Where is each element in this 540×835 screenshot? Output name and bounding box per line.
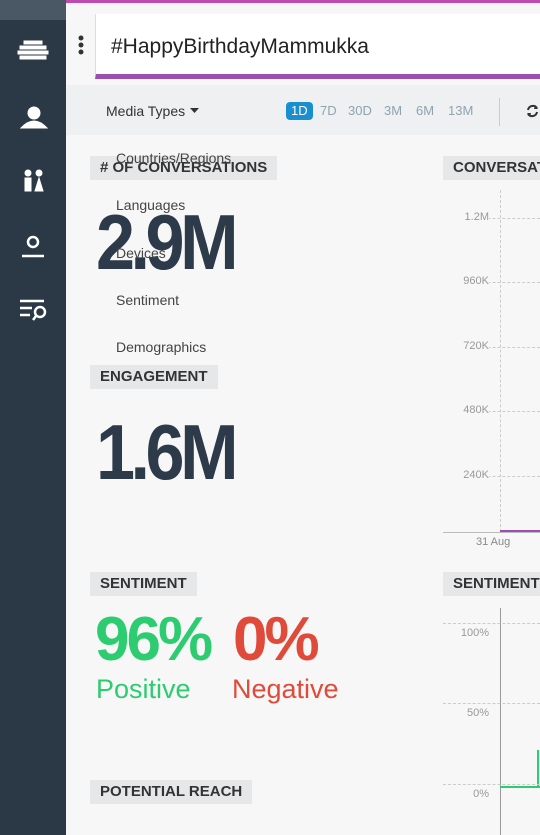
- grid-line: [443, 347, 540, 348]
- grid-line: [443, 282, 540, 283]
- chart-title: SENTIMENT: [443, 572, 540, 596]
- positive-value: 96%: [95, 605, 213, 674]
- search-box[interactable]: [95, 14, 540, 79]
- dropdown-item: Demographics: [116, 339, 207, 355]
- series-line: [500, 786, 540, 788]
- y-tick-label: 50%: [466, 707, 489, 719]
- positive-label: Positive: [96, 674, 191, 704]
- caret: [190, 108, 199, 113]
- y-tick-label: 720K: [443, 340, 489, 352]
- media-types[interactable]: Media Types: [106, 103, 186, 119]
- dropdown-item: Sentiment: [116, 292, 180, 308]
- range-button[interactable]: 1D: [286, 102, 313, 120]
- v-grid: [500, 190, 501, 532]
- search-list-icon[interactable]: [20, 299, 47, 321]
- big-number: 1.6M: [96, 408, 239, 496]
- panel-label: SENTIMENT: [90, 572, 197, 596]
- chart-title: CONVERSATIONS: [443, 156, 540, 180]
- series-line: [537, 750, 539, 788]
- sidebar: [0, 0, 66, 835]
- top-accent: [66, 0, 540, 3]
- grid-line: [443, 476, 540, 477]
- people-icon[interactable]: [24, 169, 44, 192]
- audience-icon[interactable]: [19, 106, 49, 129]
- dropdown-item: Languages: [116, 197, 186, 213]
- y-tick-label: 240K: [443, 469, 489, 481]
- negative-value: 0%: [233, 605, 320, 674]
- y-tick-label: 960K: [443, 275, 489, 287]
- range-button[interactable]: 7D: [320, 103, 337, 118]
- grid-line: [443, 703, 540, 704]
- y-tick-label: 0%: [473, 788, 489, 800]
- y-tick-label: 1.2M: [443, 211, 489, 223]
- refresh-icon[interactable]: [525, 103, 540, 119]
- grid-line: [443, 411, 540, 412]
- dropdown-item: Devices: [116, 245, 166, 261]
- negative-label: Negative: [232, 674, 339, 704]
- dropdown-item: Countries/Regions: [116, 150, 232, 166]
- big-number: 2.9M: [96, 198, 239, 286]
- range-button[interactable]: 3M: [384, 103, 403, 118]
- sidebar-top: [0, 0, 66, 20]
- series-line: [500, 530, 540, 532]
- location-icon[interactable]: [22, 235, 44, 258]
- y-axis: [500, 608, 501, 835]
- grid-line: [443, 623, 540, 624]
- x-axis: [443, 532, 540, 533]
- logo-icon[interactable]: [17, 40, 49, 60]
- panel-label: # OF CONVERSATIONS: [90, 156, 278, 180]
- panel-label: POTENTIAL REACH: [90, 780, 253, 804]
- grid-line: [443, 784, 540, 785]
- y-tick-label: 480K: [443, 404, 489, 416]
- range-button[interactable]: 6M: [416, 103, 435, 118]
- range-button[interactable]: 13M: [448, 103, 474, 118]
- sidebar-icons: [17, 40, 49, 321]
- grid-line: [443, 218, 540, 219]
- separator: [499, 98, 500, 126]
- panel-label: ENGAGEMENT: [90, 365, 218, 389]
- menu-dots[interactable]: [76, 34, 86, 58]
- y-tick-label: 100%: [460, 627, 489, 639]
- range-button[interactable]: 30D: [348, 103, 372, 118]
- search-query: #HappyBirthdayMammukka: [111, 35, 369, 58]
- x-tick-label: 31 Aug: [476, 536, 511, 548]
